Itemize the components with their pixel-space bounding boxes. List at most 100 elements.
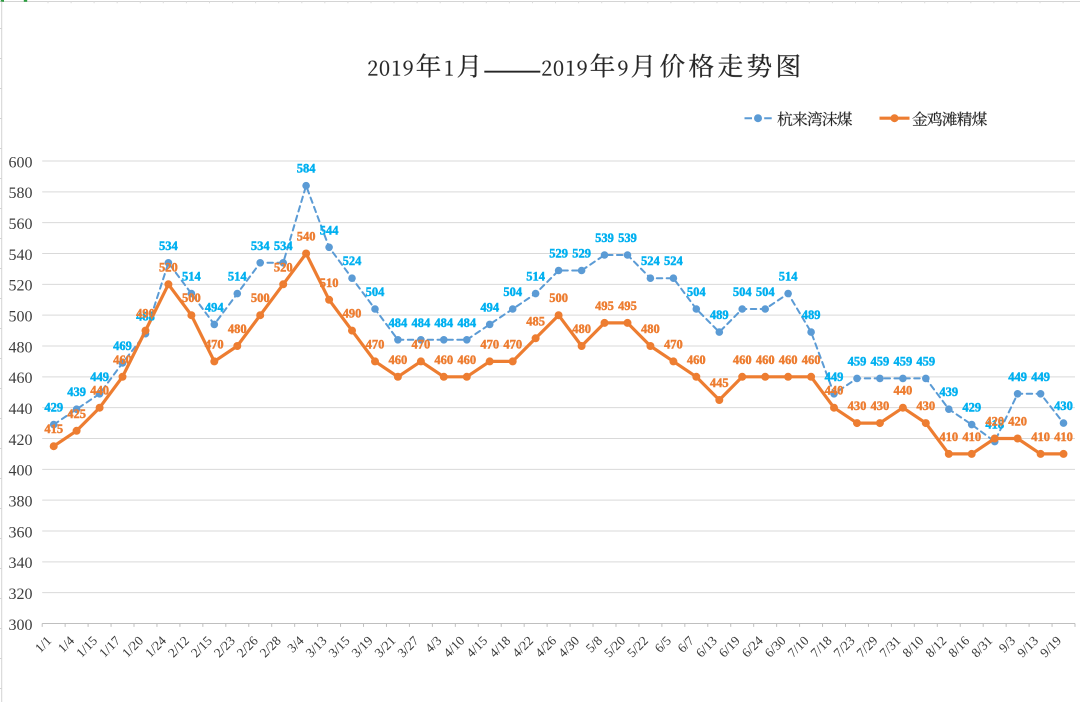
svg-text:494: 494: [480, 300, 500, 314]
svg-text:500: 500: [549, 291, 568, 305]
svg-text:445: 445: [710, 376, 729, 390]
svg-text:459: 459: [916, 354, 935, 368]
svg-text:320: 320: [9, 586, 33, 603]
svg-text:490: 490: [136, 307, 155, 321]
svg-text:600: 600: [9, 154, 33, 171]
svg-text:340: 340: [9, 555, 33, 572]
svg-text:480: 480: [641, 322, 660, 336]
svg-text:488: 488: [136, 310, 155, 324]
svg-text:544: 544: [320, 223, 340, 237]
svg-text:485: 485: [526, 314, 545, 328]
svg-text:560: 560: [9, 216, 33, 233]
svg-text:460: 460: [113, 353, 132, 367]
svg-text:484: 484: [434, 316, 454, 330]
svg-text:534: 534: [274, 239, 294, 253]
svg-text:514: 514: [526, 270, 546, 284]
svg-text:420: 420: [9, 432, 33, 449]
svg-text:480: 480: [9, 339, 33, 356]
svg-text:459: 459: [871, 354, 890, 368]
svg-text:430: 430: [916, 399, 935, 413]
svg-text:360: 360: [9, 524, 33, 541]
svg-text:460: 460: [756, 353, 775, 367]
svg-text:580: 580: [9, 185, 33, 202]
svg-text:504: 504: [366, 285, 386, 299]
svg-text:410: 410: [939, 430, 958, 444]
svg-text:500: 500: [251, 291, 270, 305]
svg-text:480: 480: [572, 322, 591, 336]
svg-text:584: 584: [297, 162, 317, 176]
svg-text:529: 529: [549, 247, 568, 261]
svg-text:470: 470: [503, 337, 522, 351]
svg-text:514: 514: [182, 270, 202, 284]
svg-text:489: 489: [802, 308, 821, 322]
svg-text:484: 484: [457, 316, 477, 330]
svg-text:484: 484: [412, 316, 432, 330]
svg-text:430: 430: [871, 399, 890, 413]
svg-text:459: 459: [848, 354, 867, 368]
svg-text:420: 420: [985, 415, 1004, 429]
svg-text:430: 430: [1054, 399, 1073, 413]
svg-text:449: 449: [1008, 370, 1027, 384]
svg-text:514: 514: [228, 270, 248, 284]
svg-text:429: 429: [962, 401, 981, 415]
svg-text:469: 469: [113, 339, 132, 353]
svg-text:470: 470: [412, 337, 431, 351]
svg-text:500: 500: [182, 291, 201, 305]
svg-text:495: 495: [595, 299, 614, 313]
svg-text:440: 440: [894, 384, 913, 398]
svg-text:470: 470: [664, 337, 683, 351]
svg-text:540: 540: [9, 247, 33, 264]
svg-text:460: 460: [389, 353, 408, 367]
svg-text:460: 460: [457, 353, 476, 367]
svg-text:460: 460: [779, 353, 798, 367]
svg-text:504: 504: [503, 285, 523, 299]
svg-text:504: 504: [756, 285, 776, 299]
svg-text:440: 440: [825, 384, 844, 398]
svg-text:439: 439: [67, 385, 86, 399]
svg-text:459: 459: [894, 354, 913, 368]
svg-text:425: 425: [67, 407, 86, 421]
svg-text:504: 504: [687, 285, 707, 299]
svg-text:400: 400: [9, 463, 33, 480]
svg-text:380: 380: [9, 494, 33, 511]
svg-text:460: 460: [687, 353, 706, 367]
svg-text:418: 418: [985, 418, 1004, 432]
svg-text:410: 410: [962, 430, 981, 444]
svg-text:539: 539: [595, 231, 614, 245]
svg-text:440: 440: [90, 384, 109, 398]
svg-text:439: 439: [939, 385, 958, 399]
svg-text:429: 429: [44, 401, 63, 415]
svg-text:524: 524: [343, 254, 363, 268]
svg-text:440: 440: [9, 401, 33, 418]
svg-text:460: 460: [802, 353, 821, 367]
svg-text:504: 504: [733, 285, 753, 299]
svg-text:470: 470: [205, 337, 224, 351]
svg-text:500: 500: [9, 309, 33, 326]
svg-text:540: 540: [297, 230, 316, 244]
svg-text:524: 524: [664, 254, 684, 268]
svg-text:489: 489: [710, 308, 729, 322]
svg-text:449: 449: [90, 370, 109, 384]
svg-text:430: 430: [848, 399, 867, 413]
svg-text:510: 510: [320, 276, 339, 290]
svg-text:520: 520: [159, 260, 178, 274]
svg-text:484: 484: [389, 316, 409, 330]
svg-text:480: 480: [228, 322, 247, 336]
svg-text:470: 470: [480, 337, 499, 351]
svg-text:410: 410: [1031, 430, 1050, 444]
svg-text:410: 410: [1054, 430, 1073, 444]
svg-text:539: 539: [618, 231, 637, 245]
svg-text:514: 514: [779, 270, 799, 284]
svg-text:495: 495: [618, 299, 637, 313]
svg-text:415: 415: [44, 422, 63, 436]
svg-text:529: 529: [572, 247, 591, 261]
svg-text:460: 460: [9, 370, 33, 387]
svg-text:534: 534: [251, 239, 271, 253]
svg-text:420: 420: [1008, 415, 1027, 429]
svg-text:534: 534: [159, 239, 179, 253]
svg-text:300: 300: [9, 617, 33, 634]
svg-text:524: 524: [641, 254, 661, 268]
svg-text:520: 520: [274, 260, 293, 274]
svg-text:449: 449: [825, 370, 844, 384]
svg-text:470: 470: [366, 337, 385, 351]
